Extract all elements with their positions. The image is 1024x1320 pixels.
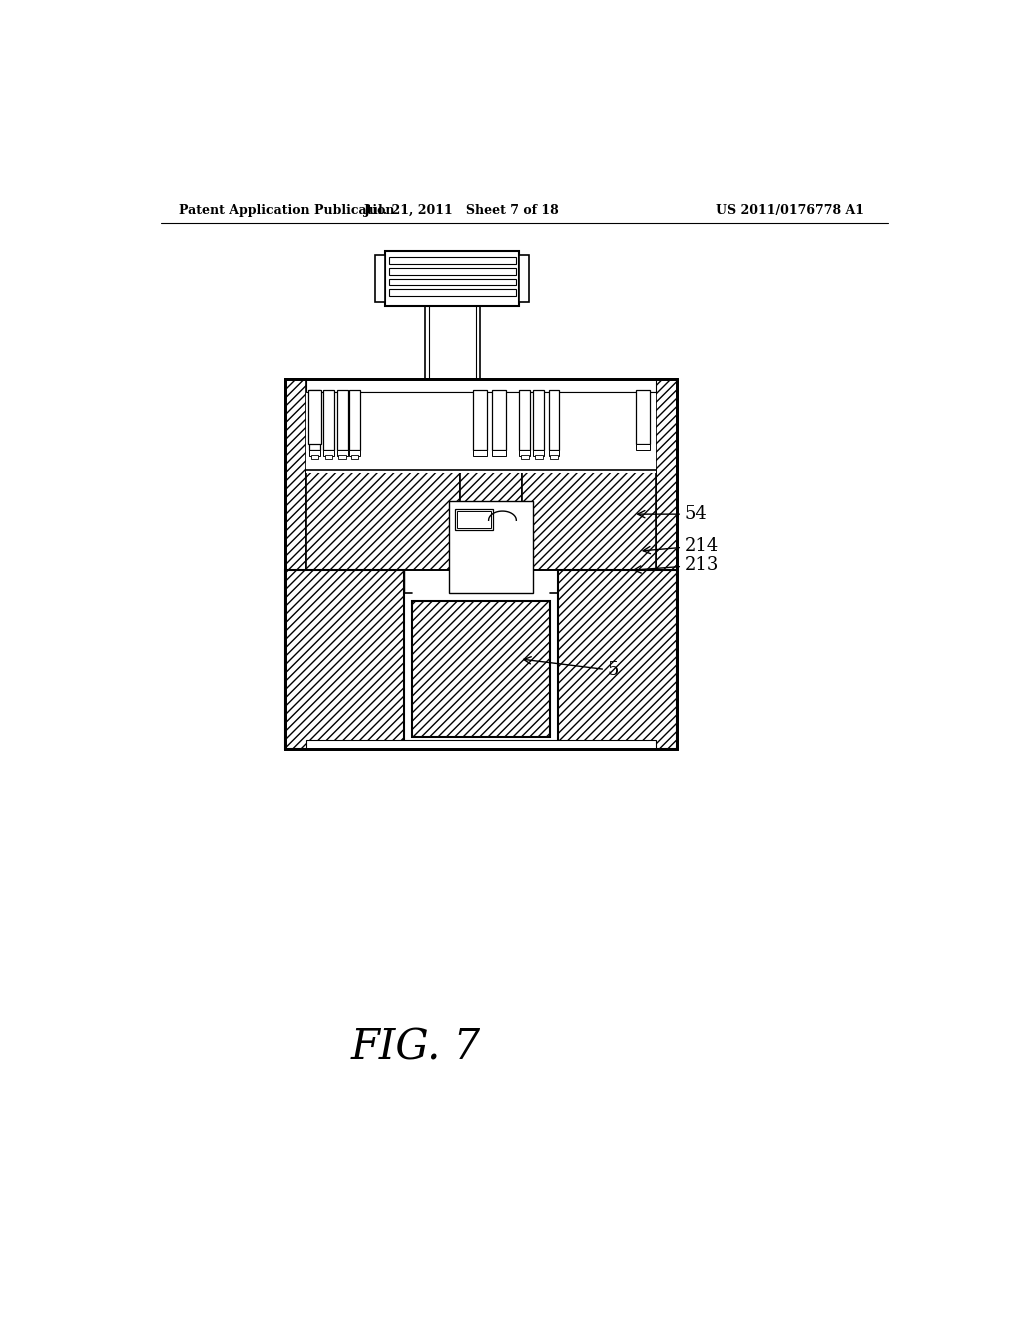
Bar [285,379,306,748]
Text: 5: 5 [523,657,620,680]
Bar [306,470,460,570]
Bar [636,444,649,450]
Bar [519,391,530,450]
Bar [534,391,544,450]
Text: Jul. 21, 2011   Sheet 7 of 18: Jul. 21, 2011 Sheet 7 of 18 [364,205,559,218]
Bar [349,450,360,457]
Bar [521,455,528,459]
Bar [519,256,528,302]
Bar [388,289,515,296]
Bar [473,391,487,450]
Text: 214: 214 [643,537,719,554]
Bar [388,279,515,285]
Bar [323,391,334,450]
Bar [323,450,334,457]
Bar [521,470,655,570]
Bar [460,470,521,570]
Bar [455,508,494,531]
Bar [309,450,319,457]
Bar [309,391,319,450]
Bar [351,455,358,459]
Bar [285,570,403,748]
Bar [493,391,506,450]
Bar [285,379,677,748]
Bar [549,391,559,450]
Bar [473,450,487,457]
Bar [376,256,385,302]
Text: US 2011/0176778 A1: US 2011/0176778 A1 [716,205,864,218]
Bar [306,379,655,392]
Bar [337,450,348,457]
Bar [306,392,655,473]
Bar [412,601,550,738]
Bar [425,306,480,379]
Bar [558,570,677,748]
Text: 213: 213 [634,556,719,574]
Bar [388,268,515,275]
Bar [534,450,544,457]
Bar [558,570,677,748]
Bar [412,601,550,738]
Text: Patent Application Publication: Patent Application Publication [179,205,394,218]
Bar [285,379,677,748]
Bar [493,450,506,457]
Bar [457,511,490,528]
Bar [655,379,677,748]
Bar [349,391,360,450]
Bar [337,391,348,450]
Text: FIG. 7: FIG. 7 [350,1027,480,1069]
Bar [449,502,534,594]
Bar [310,455,318,459]
Bar [339,455,346,459]
Bar [636,391,649,444]
Text: 54: 54 [638,506,708,523]
Bar [550,455,558,459]
Bar [535,455,543,459]
Bar [306,739,655,748]
Bar [308,391,321,444]
Bar [388,257,515,264]
Bar [519,450,530,457]
Bar [325,455,333,459]
Bar [285,570,403,748]
Bar [385,251,519,306]
Bar [549,450,559,457]
